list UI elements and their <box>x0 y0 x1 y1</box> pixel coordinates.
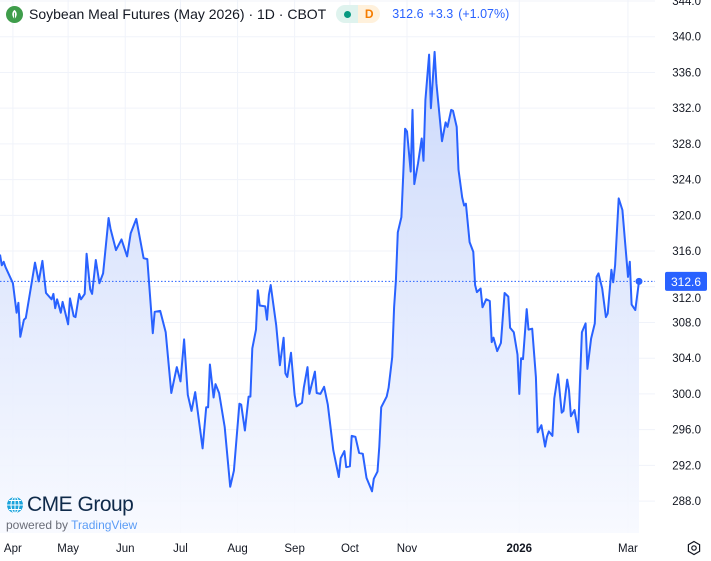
chart-legend: Soybean Meal Futures (May 2026) · 1D · C… <box>6 5 514 23</box>
price-tick-label: 328.0 <box>672 139 701 151</box>
chart-settings-button[interactable] <box>686 540 702 561</box>
price-tick-label: 324.0 <box>672 175 701 187</box>
price-tick-label: 332.0 <box>672 103 701 115</box>
last-price-badge: 312.6 <box>665 271 707 291</box>
time-tick-label: Jul <box>173 543 188 555</box>
price-tick-label: 296.0 <box>672 425 701 437</box>
price-tick-label: 340.0 <box>672 32 701 44</box>
cme-group-text: CME Group <box>27 493 134 516</box>
price-tick-label: 288.0 <box>672 496 701 508</box>
soybean-leaf-icon <box>6 5 23 23</box>
time-tick-label: Mar <box>618 543 638 555</box>
time-tick-label: Oct <box>341 543 360 555</box>
symbol-title[interactable]: Soybean Meal Futures (May 2026) · 1D · C… <box>29 6 327 22</box>
price-change: +3.3 <box>428 7 454 21</box>
price-tick-label: 304.0 <box>672 353 701 365</box>
price-tick-label: 320.0 <box>672 210 701 222</box>
last-price: 312.6 <box>392 7 424 21</box>
last-price-label: 312.6 <box>671 275 701 289</box>
price-axis[interactable]: 288.0 292.0 296.0 300.0 304.0 308.0 312.0 316.0… <box>672 0 701 508</box>
interval-badge: D <box>358 5 381 23</box>
time-tick-label: 2026 <box>507 543 533 555</box>
time-tick-label: Apr <box>4 543 22 555</box>
market-open-icon <box>336 5 359 23</box>
time-tick-label: Aug <box>227 543 247 555</box>
globe-icon <box>7 496 23 514</box>
price-tick-label: 316.0 <box>672 246 701 258</box>
price-change-percent: (+1.07%) <box>458 7 510 21</box>
price-line <box>0 50 640 493</box>
time-tick-label: Jun <box>116 543 135 555</box>
time-axis[interactable]: Apr May Jun Jul Aug Sep Oct Nov 2026 Mar <box>4 543 638 555</box>
price-tick-label: 344.0 <box>672 0 701 8</box>
cme-tradingview-logo[interactable]: CME Group powered by TradingView <box>6 493 137 532</box>
settings-gear-icon <box>687 540 701 556</box>
status-pill[interactable]: D <box>336 5 381 23</box>
price-tick-label: 336.0 <box>672 67 701 79</box>
time-tick-label: May <box>57 543 79 555</box>
price-tick-label: 300.0 <box>672 389 701 401</box>
time-tick-label: Nov <box>397 543 418 555</box>
time-tick-label: Sep <box>284 543 304 555</box>
price-values: 312.6 +3.3 (+1.07%) <box>392 7 514 21</box>
powered-by-text: powered by <box>6 518 69 532</box>
last-price-dot <box>635 277 643 285</box>
price-area-fill <box>0 51 639 534</box>
price-tick-label: 292.0 <box>672 460 701 472</box>
price-tick-label: 312.0 <box>672 293 701 305</box>
price-tick-label: 308.0 <box>672 317 701 329</box>
tradingview-text: TradingView <box>71 518 138 532</box>
